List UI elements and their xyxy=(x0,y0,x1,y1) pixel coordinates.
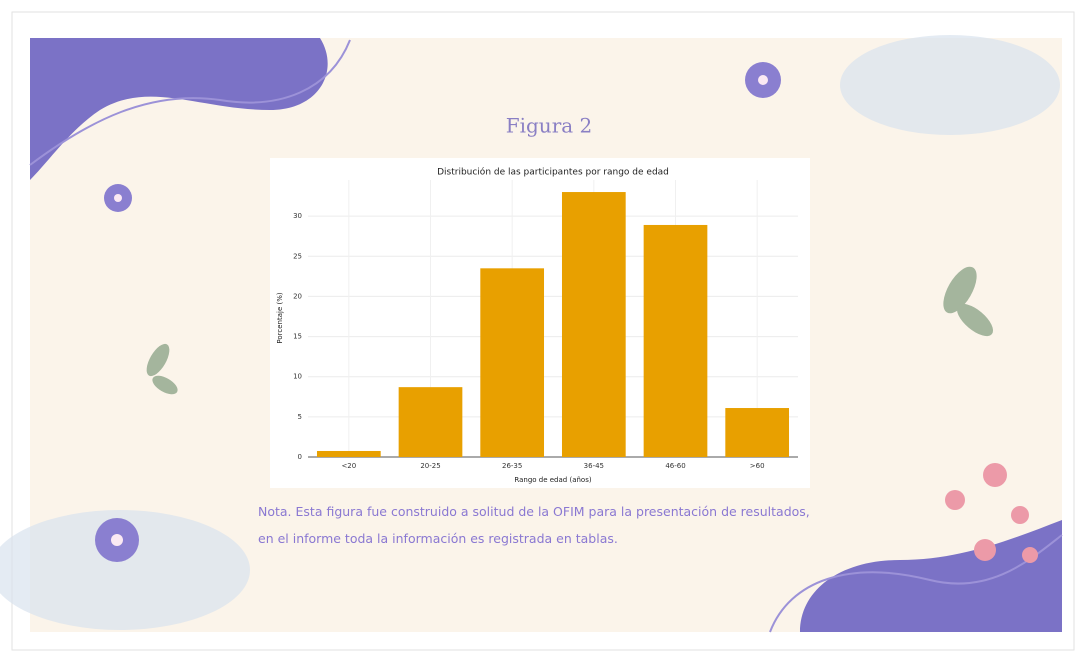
figure-label: Figura 2 xyxy=(506,114,593,138)
watercolor xyxy=(840,35,1060,135)
bar xyxy=(725,408,790,457)
x-tick-label: <20 xyxy=(341,462,356,470)
curve xyxy=(29,39,351,166)
y-axis-label: Porcentaje (%) xyxy=(276,292,284,343)
leaves xyxy=(146,266,994,395)
x-tick-label: >60 xyxy=(750,462,765,470)
note: Nota. Esta figura fue construido a solit… xyxy=(258,504,810,546)
y-tick-label: 0 xyxy=(298,453,302,461)
x-tick-label: 46-60 xyxy=(665,462,685,470)
blob-top-left xyxy=(30,38,328,180)
bar xyxy=(398,387,463,457)
y-tick-label: 5 xyxy=(298,413,302,421)
y-tick-label: 10 xyxy=(293,373,302,381)
x-tick-label: 36-45 xyxy=(584,462,604,470)
blob-bottom-right xyxy=(800,520,1062,632)
x-tick-label: 26-35 xyxy=(502,462,522,470)
flower-center xyxy=(111,75,768,546)
x-axis-label: Rango de edad (años) xyxy=(514,476,591,484)
y-tick-label: 30 xyxy=(293,212,302,220)
bar xyxy=(561,192,626,458)
bar xyxy=(316,450,381,457)
y-tick-label: 20 xyxy=(293,292,302,300)
watercolor xyxy=(0,510,250,630)
bar xyxy=(480,268,545,457)
y-tick-label: 15 xyxy=(293,333,302,341)
y-tick-label: 25 xyxy=(293,252,302,260)
blossoms xyxy=(945,463,1038,563)
x-tick-label: 20-25 xyxy=(420,462,440,470)
bar xyxy=(643,224,708,457)
chart-title: Distribución de las participantes por ra… xyxy=(437,167,669,178)
